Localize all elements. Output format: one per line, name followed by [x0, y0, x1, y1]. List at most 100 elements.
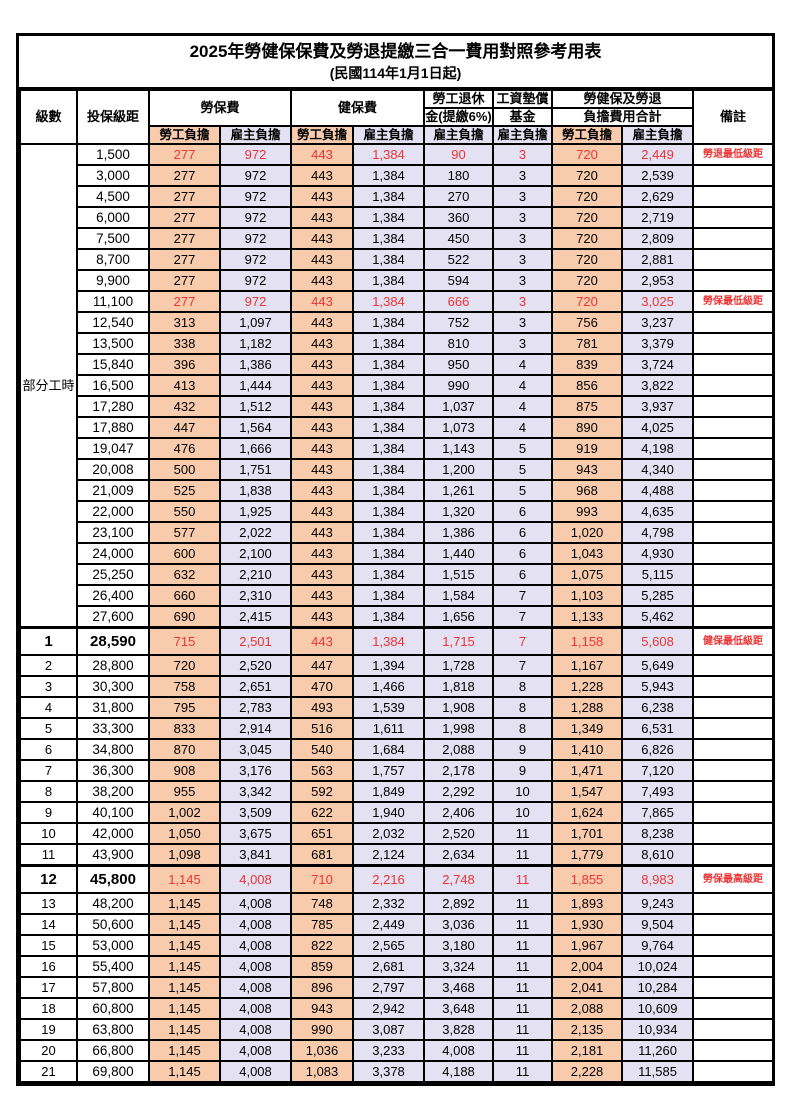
- table-row: 7,500 277 972 443 1,384 450 3 720 2,809: [20, 227, 775, 250]
- col-header-pension-line1: 勞工退休: [423, 89, 495, 109]
- labor-employer-cell: 4,008: [218, 864, 293, 894]
- labor-worker-cell: 577: [148, 521, 221, 544]
- bracket-cell: 8,700: [76, 248, 150, 271]
- total-employer-cell: 8,610: [621, 843, 695, 867]
- labor-worker-cell: 908: [148, 759, 221, 782]
- total-employer-cell: 10,934: [621, 1018, 695, 1041]
- labor-employer-cell: 1,751: [218, 458, 293, 481]
- table-row: 22,000 550 1,925 443 1,384 1,320 6 993 4,635: [20, 500, 775, 523]
- remark-cell: [692, 353, 775, 376]
- table-row: 19,047 476 1,666 443 1,384 1,143 5 919 4,198: [20, 437, 775, 460]
- remark-cell: [692, 675, 775, 698]
- remark-cell: [692, 563, 775, 586]
- bracket-cell: 69,800: [76, 1060, 150, 1083]
- table-row: 17 57,800 1,145 4,008 896 2,797 3,468 11 2,041 10…: [19, 976, 775, 999]
- pension-employer-cell: 180: [423, 164, 495, 187]
- bracket-cell: 60,800: [76, 997, 150, 1020]
- labor-employer-cell: 2,100: [218, 542, 293, 565]
- total-worker-cell: 720: [551, 206, 624, 229]
- total-worker-cell: 781: [551, 332, 624, 355]
- labor-worker-cell: 1,145: [148, 1039, 221, 1062]
- remark-cell: [692, 437, 775, 460]
- health-employer-cell: 3,087: [352, 1018, 426, 1041]
- labor-worker-cell: 720: [148, 654, 221, 677]
- total-worker-cell: 1,624: [551, 801, 624, 824]
- wagefund-employer-cell: 3: [492, 332, 554, 355]
- bracket-cell: 26,400: [76, 584, 150, 607]
- health-employer-cell: 3,378: [352, 1060, 426, 1083]
- wagefund-employer-cell: 10: [492, 801, 554, 824]
- pension-employer-cell: 2,520: [423, 822, 495, 845]
- bracket-cell: 16,500: [76, 374, 150, 397]
- total-employer-cell: 10,284: [621, 976, 695, 999]
- level-cell: 17: [19, 976, 78, 999]
- total-employer-cell: 3,025: [621, 290, 695, 313]
- wagefund-employer-cell: 11: [492, 913, 554, 936]
- table-row: 4,500 277 972 443 1,384 270 3 720 2,629: [20, 185, 775, 208]
- labor-worker-cell: 955: [148, 780, 221, 803]
- table-row: 18 60,800 1,145 4,008 943 2,942 3,648 11 2,088 10…: [19, 997, 775, 1020]
- wagefund-employer-cell: 3: [492, 227, 554, 250]
- level-cell: 11: [19, 843, 78, 867]
- pension-employer-cell: 3,648: [423, 997, 495, 1020]
- labor-employer-cell: 3,342: [218, 780, 293, 803]
- table-row: 8 38,200 955 3,342 592 1,849 2,292 10 1,547 7,493: [19, 780, 775, 803]
- pension-employer-cell: 1,908: [423, 696, 495, 719]
- health-employer-cell: 1,849: [352, 780, 426, 803]
- labor-worker-cell: 632: [148, 563, 221, 586]
- remark-cell: [692, 843, 775, 867]
- health-worker-cell: 943: [290, 997, 355, 1020]
- table-title: 2025年勞健保保費及勞退提繳三合一費用對照參考用表: [189, 42, 602, 61]
- total-worker-cell: 1,288: [551, 696, 624, 719]
- total-worker-cell: 993: [551, 500, 624, 523]
- table-row: 9,900 277 972 443 1,384 594 3 720 2,953: [20, 269, 775, 292]
- wagefund-employer-cell: 3: [492, 206, 554, 229]
- total-worker-cell: 2,041: [551, 976, 624, 999]
- health-worker-cell: 443: [290, 605, 355, 629]
- total-employer-cell: 5,462: [621, 605, 695, 629]
- wagefund-employer-cell: 6: [492, 521, 554, 544]
- total-worker-cell: 968: [551, 479, 624, 502]
- labor-worker-cell: 758: [148, 675, 221, 698]
- labor-employer-cell: 3,841: [218, 843, 293, 867]
- wagefund-employer-cell: 8: [492, 675, 554, 698]
- total-worker-cell: 839: [551, 353, 624, 376]
- total-worker-cell: 875: [551, 395, 624, 418]
- labor-worker-cell: 660: [148, 584, 221, 607]
- col-header-health-insurance: 健保費: [290, 89, 426, 127]
- bracket-cell: 53,000: [76, 934, 150, 957]
- wagefund-employer-cell: 5: [492, 458, 554, 481]
- level-cell: 18: [19, 997, 78, 1020]
- total-worker-cell: 2,004: [551, 955, 624, 978]
- labor-employer-cell: 4,008: [218, 1018, 293, 1041]
- health-employer-cell: 2,681: [352, 955, 426, 978]
- table-row: 3,000 277 972 443 1,384 180 3 720 2,539: [20, 164, 775, 187]
- total-employer-cell: 11,585: [621, 1060, 695, 1083]
- labor-worker-cell: 338: [148, 332, 221, 355]
- labor-employer-cell: 4,008: [218, 913, 293, 936]
- total-worker-cell: 943: [551, 458, 624, 481]
- wagefund-employer-cell: 11: [492, 1060, 554, 1083]
- table-row: 8,700 277 972 443 1,384 522 3 720 2,881: [20, 248, 775, 271]
- labor-employer-cell: 1,444: [218, 374, 293, 397]
- level-cell: 15: [19, 934, 78, 957]
- total-employer-cell: 5,943: [621, 675, 695, 698]
- labor-employer-cell: 1,182: [218, 332, 293, 355]
- table-row: 2 28,800 720 2,520 447 1,394 1,728 7 1,167 5,649: [19, 654, 775, 677]
- labor-employer-cell: 3,045: [218, 738, 293, 761]
- remark-cell: [692, 185, 775, 208]
- total-worker-cell: 1,893: [551, 892, 624, 915]
- labor-employer-cell: 2,651: [218, 675, 293, 698]
- remark-cell: [692, 584, 775, 607]
- health-employer-cell: 1,384: [352, 626, 426, 656]
- labor-worker-cell: 1,098: [148, 843, 221, 867]
- total-employer-cell: 3,379: [621, 332, 695, 355]
- health-employer-cell: 1,466: [352, 675, 426, 698]
- bracket-cell: 17,880: [76, 416, 150, 439]
- health-employer-cell: 1,384: [352, 416, 426, 439]
- labor-worker-cell: 600: [148, 542, 221, 565]
- pension-employer-cell: 1,998: [423, 717, 495, 740]
- pension-employer-cell: 2,634: [423, 843, 495, 867]
- pension-employer-cell: 1,440: [423, 542, 495, 565]
- wagefund-employer-cell: 11: [492, 892, 554, 915]
